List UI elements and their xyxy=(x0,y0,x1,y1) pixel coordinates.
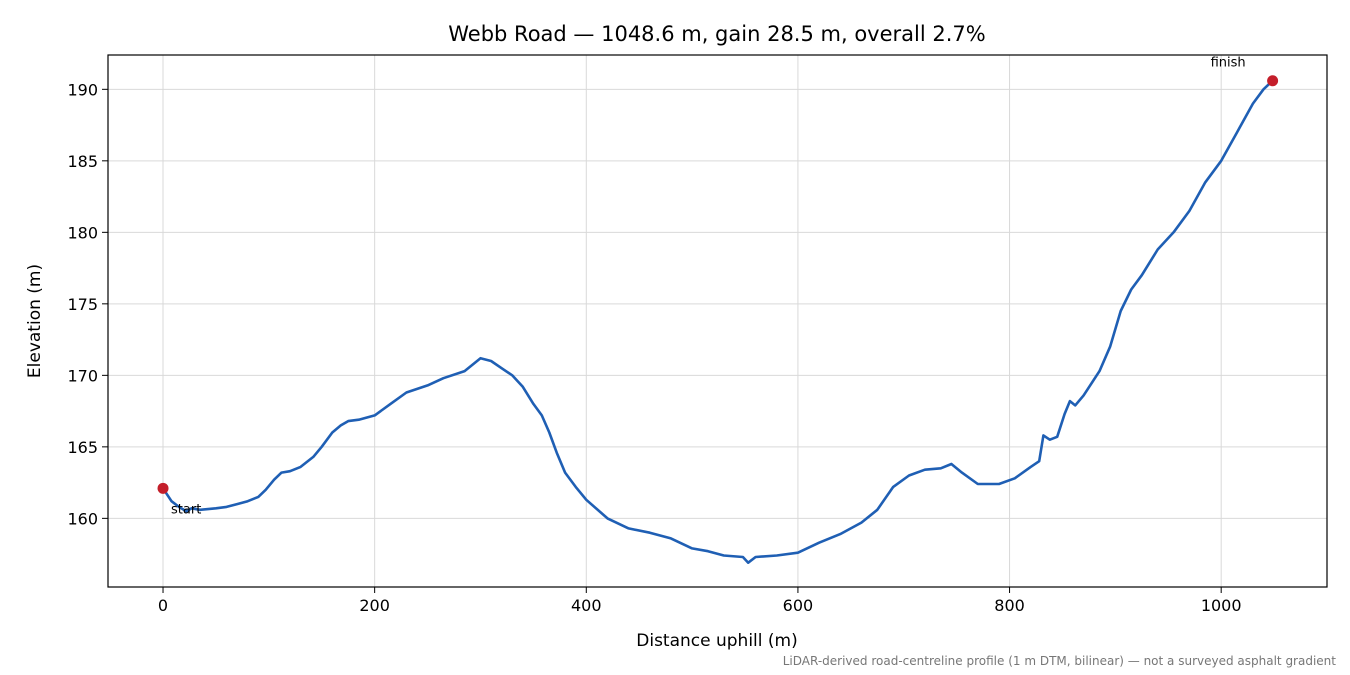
y-tick-label: 175 xyxy=(67,295,98,314)
x-axis-ticks: 0 200 400 600 800 1000 xyxy=(158,587,1242,615)
start-label: start xyxy=(171,502,201,517)
x-tick-label: 400 xyxy=(571,596,602,615)
start-marker xyxy=(157,482,169,494)
x-tick-label: 200 xyxy=(359,596,390,615)
endpoint-markers: start finish xyxy=(157,56,1279,517)
y-axis-label: Elevation (m) xyxy=(25,264,45,378)
plot-frame xyxy=(107,54,1328,588)
y-axis-ticks: 160 165 170 175 180 185 190 xyxy=(67,80,108,528)
y-tick-label: 185 xyxy=(67,152,98,171)
finish-label: finish xyxy=(1211,56,1246,71)
gridlines xyxy=(108,55,1327,587)
finish-marker xyxy=(1267,75,1279,87)
y-tick-label: 170 xyxy=(67,366,98,385)
y-tick-label: 190 xyxy=(67,80,98,99)
x-tick-label: 1000 xyxy=(1201,596,1242,615)
footnote: LiDAR-derived road-centreline profile (1… xyxy=(783,654,1337,668)
x-tick-label: 800 xyxy=(994,596,1025,615)
chart-title: Webb Road — 1048.6 m, gain 28.5 m, overa… xyxy=(448,22,985,46)
x-tick-label: 0 xyxy=(158,596,168,615)
y-tick-label: 160 xyxy=(67,509,98,528)
x-axis-label: Distance uphill (m) xyxy=(636,631,797,651)
y-tick-label: 165 xyxy=(67,438,98,457)
x-tick-label: 600 xyxy=(783,596,814,615)
elevation-line xyxy=(161,79,1274,564)
y-tick-label: 180 xyxy=(67,223,98,242)
